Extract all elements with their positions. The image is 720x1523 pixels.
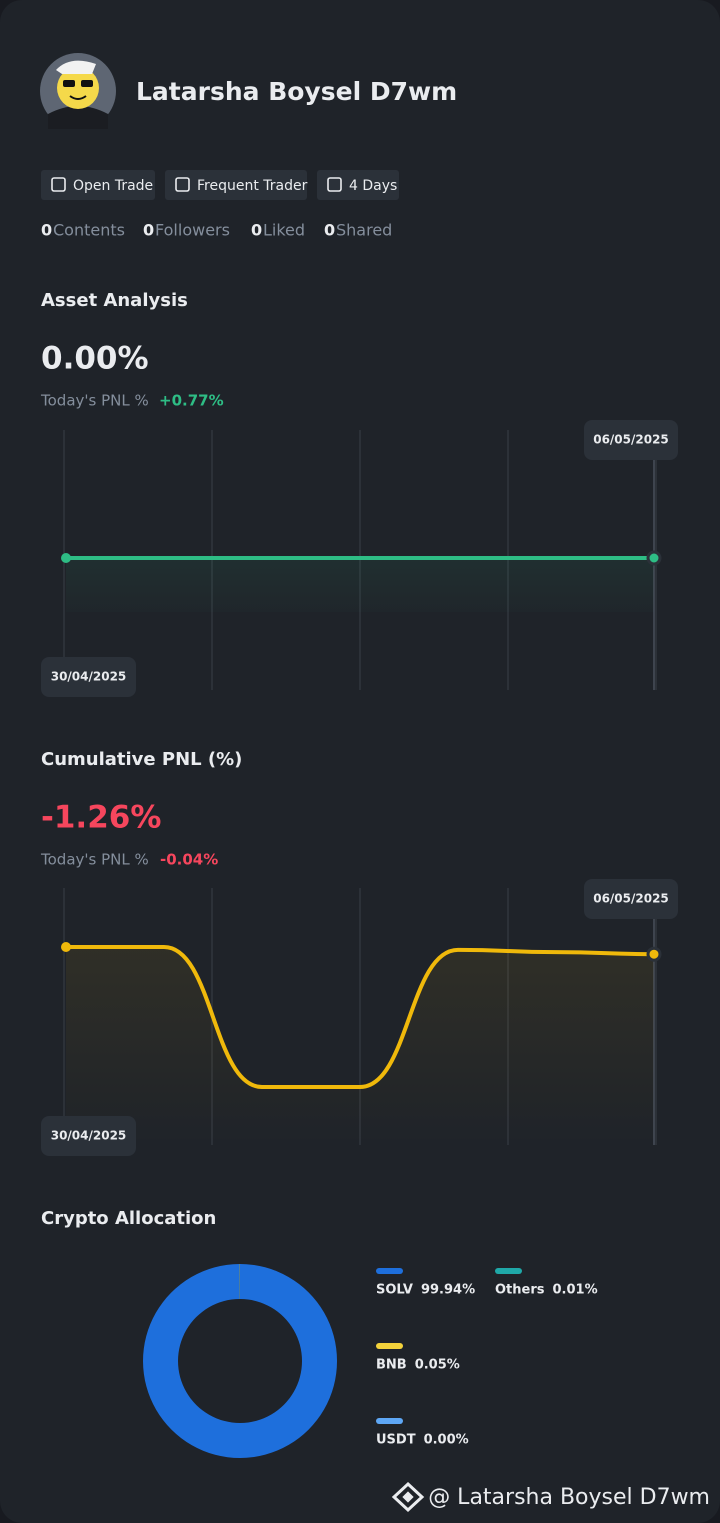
end-point: [646, 946, 662, 962]
tag-icon: [51, 177, 66, 192]
today-label: Today's PNL %: [40, 392, 149, 410]
legend-label: SOLV: [376, 1283, 413, 1298]
stat-label: Liked: [263, 221, 305, 240]
avatar: [40, 53, 116, 129]
date-tooltip: [584, 879, 678, 919]
line: [66, 944, 655, 1090]
tag-icon: [327, 177, 342, 192]
tag: [41, 170, 155, 200]
legend-swatch: [376, 1418, 403, 1424]
asset-value: 0.00%: [41, 341, 149, 377]
stat-count: 0: [143, 221, 154, 240]
footer-handle: @ Latarsha Boysel D7wm: [428, 1485, 710, 1510]
legend-value: 99.94%: [421, 1283, 475, 1298]
date-label: 30/04/2025: [51, 1129, 127, 1143]
tag-icon: [175, 177, 190, 192]
legend-value: 0.00%: [424, 1433, 469, 1448]
date-tooltip: [41, 657, 136, 697]
tag-label: 4 Days: [349, 178, 397, 194]
legend-value: 0.01%: [553, 1283, 598, 1298]
legend-swatch: [376, 1268, 403, 1274]
legend-swatch: [495, 1268, 522, 1274]
date-tooltip: [41, 1116, 136, 1156]
start-point: [61, 942, 71, 952]
tag: [165, 170, 307, 200]
legend-value: 0.05%: [415, 1358, 460, 1373]
stat-label: Shared: [336, 221, 392, 240]
legend-label: BNB: [376, 1358, 407, 1373]
area: [66, 947, 654, 1145]
today-value: +0.77%: [159, 392, 224, 410]
stat-label: Contents: [53, 221, 125, 240]
date-tooltip: [584, 420, 678, 460]
tag-label: Frequent Trader: [197, 178, 308, 194]
end-point: [646, 550, 662, 566]
date-label: 06/05/2025: [593, 433, 669, 447]
stat-label: Followers: [155, 221, 230, 240]
today-value: -0.04%: [160, 851, 218, 869]
area: [66, 558, 654, 612]
section-title: Cumulative PNL (%): [41, 749, 242, 770]
donut-slice: [143, 1264, 338, 1458]
legend-label: Others: [495, 1283, 545, 1298]
legend-label: USDT: [376, 1433, 416, 1448]
legend-swatch: [376, 1343, 403, 1349]
start-point: [61, 553, 71, 563]
stat-count: 0: [324, 221, 335, 240]
profile-name: Latarsha Boysel D7wm: [136, 77, 457, 106]
date-label: 06/05/2025: [593, 892, 669, 906]
today-label: Today's PNL %: [40, 851, 149, 869]
stat-count: 0: [251, 221, 262, 240]
section-title: Asset Analysis: [41, 290, 188, 311]
stat-count: 0: [41, 221, 52, 240]
section-title: Crypto Allocation: [41, 1208, 216, 1229]
footer-logo: [391, 1481, 425, 1513]
tag-label: Open Trade: [73, 178, 153, 194]
cumulative-value: -1.26%: [41, 800, 161, 836]
date-label: 30/04/2025: [51, 670, 127, 684]
